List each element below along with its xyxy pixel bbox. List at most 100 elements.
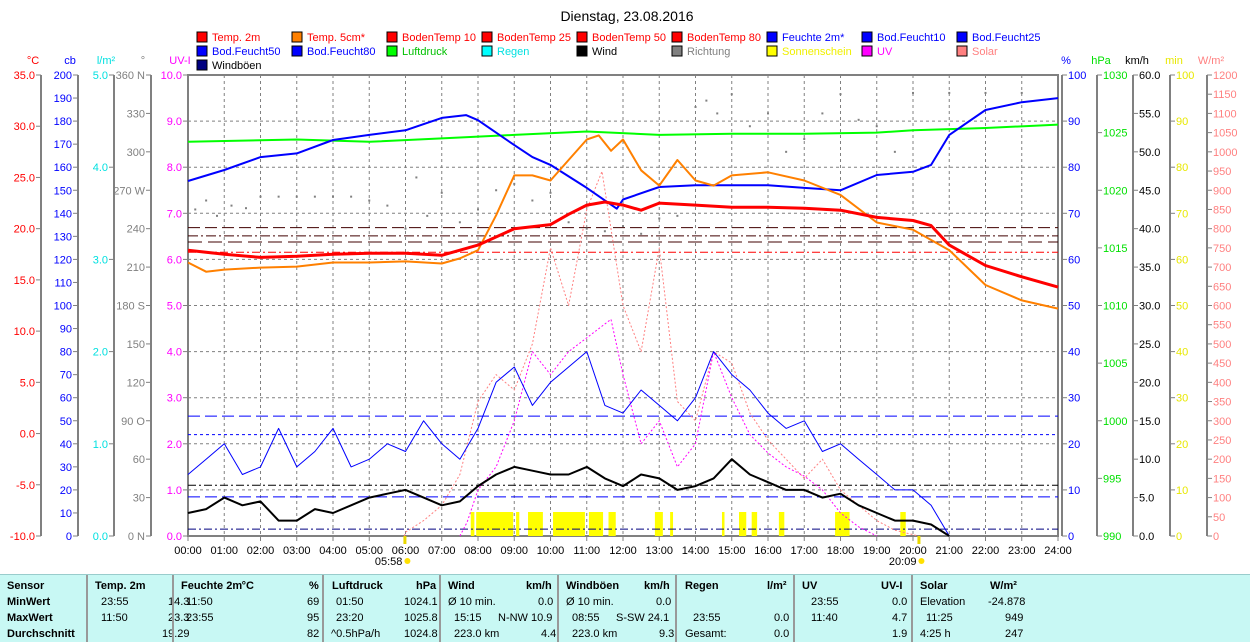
stats-value: -24.878 [988, 596, 1026, 608]
statistics-table: Sensor MinWert MaxWert Durchschnitt Temp… [0, 574, 1250, 642]
stats-col-wind: Wind km/h Ø 10 min. 0.0 15:15 N-NW 10.9 … [439, 575, 559, 642]
axis--tick-label: 30 [1068, 393, 1080, 405]
sunshine-bar [476, 512, 514, 536]
axis-l-m-tick-label: 2.0 [93, 347, 108, 359]
axis-w-m-tick-label: 750 [1213, 243, 1231, 255]
axis-w-m-tick-label: 1000 [1213, 147, 1237, 159]
axis-cb-tick-label: 20 [60, 485, 72, 497]
axis-w-m-tick-label: 250 [1213, 435, 1231, 447]
axis-cb-tick-label: 100 [54, 301, 72, 313]
direction-point [603, 230, 606, 233]
stats-value: 11:40 [811, 612, 838, 624]
legend-swatch-bod-feucht80 [291, 45, 303, 57]
x-tick-label: 13:00 [645, 545, 673, 557]
axis-hpa-tick-label: 990 [1103, 531, 1121, 543]
direction-point [404, 227, 407, 230]
x-tick-label: 12:00 [609, 545, 637, 557]
direction-point [803, 138, 806, 141]
axis-w-m-tick-label: 600 [1213, 301, 1231, 313]
axis-l-m-unit: l/m² [97, 55, 116, 67]
axis-min-tick-label: 100 [1176, 70, 1194, 82]
axis-min-tick-label: 40 [1176, 347, 1188, 359]
axis--c-tick-label: -10.0 [10, 531, 35, 543]
stats-header: Solar [920, 580, 948, 592]
sunshine-bar [528, 512, 543, 536]
stats-unit: km/h [644, 580, 670, 592]
stats-value: ^0.5hPa/h [331, 628, 381, 640]
axis--c-tick-label: 0.0 [20, 429, 35, 441]
axis-km-h-tick-label: 60.0 [1139, 70, 1160, 82]
axis--tick-label: 50 [1068, 301, 1080, 313]
x-tick-label: 21:00 [935, 545, 963, 557]
chart-title: Dienstag, 23.08.2016 [560, 8, 693, 24]
stats-header: Windböen [566, 580, 620, 592]
sunshine-bar [721, 512, 725, 536]
axis-w-m-tick-label: 1200 [1213, 70, 1237, 82]
legend-swatch-bodentemp-10 [386, 31, 398, 43]
sunshine-bar [553, 512, 585, 536]
stats-unit: UV-I [881, 580, 903, 592]
legend-label-solar: Solar [972, 46, 998, 58]
axis-hpa-tick-label: 1015 [1103, 243, 1127, 255]
stats-value: 19.29 [162, 628, 190, 640]
direction-point [1020, 91, 1023, 94]
direction-point [332, 195, 334, 198]
legend-label-bod-feucht50: Bod.Feucht50 [212, 46, 281, 58]
axis-l-m-tick-label: 1.0 [93, 439, 108, 451]
axis-cb-tick-label: 130 [54, 231, 72, 243]
axis--c-tick-label: -5.0 [16, 480, 35, 492]
direction-point [295, 195, 298, 198]
stats-value: 69 [307, 596, 320, 608]
stats-value: 4.7 [892, 612, 908, 624]
legend-label-wind: Wind [592, 46, 617, 58]
direction-point [313, 195, 316, 198]
stats-header: UV [802, 580, 818, 592]
axis--c-tick-label: 10.0 [14, 326, 35, 338]
axis--tick-label: 300 [127, 147, 145, 159]
row-label-min: MinWert [7, 596, 51, 608]
axis-w-m-tick-label: 300 [1213, 416, 1231, 428]
axis--unit: % [1061, 55, 1071, 67]
x-tick-label: 01:00 [210, 545, 238, 557]
weather-chart: Dienstag, 23.08.2016 Temp. 2m Temp. 5cm* B… [10, 8, 1238, 568]
x-tick-label: 06:00 [392, 545, 420, 557]
axis-km-h-tick-label: 30.0 [1139, 301, 1160, 313]
axis-cb-tick-label: 200 [54, 70, 72, 82]
axis-km-h-tick-label: 45.0 [1139, 185, 1160, 197]
direction-point [748, 125, 751, 128]
stats-value: 223.0 km [454, 628, 500, 640]
stats-value: 4.4 [541, 628, 557, 640]
axis-cb-unit: cb [64, 55, 76, 67]
axis--tick-label: 270 W [113, 185, 145, 197]
axis-hpa-tick-label: 995 [1103, 473, 1121, 485]
direction-point [821, 112, 824, 115]
legend-swatch-temp-5cm [291, 31, 303, 43]
legend-label-bodentemp-10: BodenTemp 10 [402, 32, 476, 44]
direction-point [277, 195, 280, 198]
axis--c-tick-label: 5.0 [20, 377, 35, 389]
axis-hpa-tick-label: 1030 [1103, 70, 1127, 82]
axis--unit: ° [141, 55, 145, 67]
axis-km-h-tick-label: 55.0 [1139, 108, 1160, 120]
row-label-avg: Durchschnitt [7, 628, 75, 640]
legend-label-richtung: Richtung [687, 46, 730, 58]
x-tick-label: 02:00 [247, 545, 275, 557]
stats-value: Gesamt: [685, 628, 727, 640]
direction-point [984, 91, 987, 94]
sunshine-bar [670, 512, 674, 536]
stats-value: 15:15 [454, 612, 482, 624]
axis-w-m-tick-label: 0 [1213, 531, 1219, 543]
sunshine-bar [778, 512, 785, 536]
axis-cb-tick-label: 150 [54, 185, 72, 197]
x-tick-label: 16:00 [754, 545, 782, 557]
axis--tick-label: 40 [1068, 347, 1080, 359]
x-tick-label: 05:00 [355, 545, 383, 557]
series-temp-5cm [187, 134, 1059, 310]
x-tick-label: 19:00 [863, 545, 891, 557]
x-tick-label: 18:00 [827, 545, 855, 557]
axis--tick-label: 90 [1068, 116, 1080, 128]
axis-w-m-tick-label: 800 [1213, 224, 1231, 236]
stats-value: 23:55 [186, 612, 214, 624]
direction-point [216, 214, 218, 217]
x-tick-label: 00:00 [174, 545, 202, 557]
